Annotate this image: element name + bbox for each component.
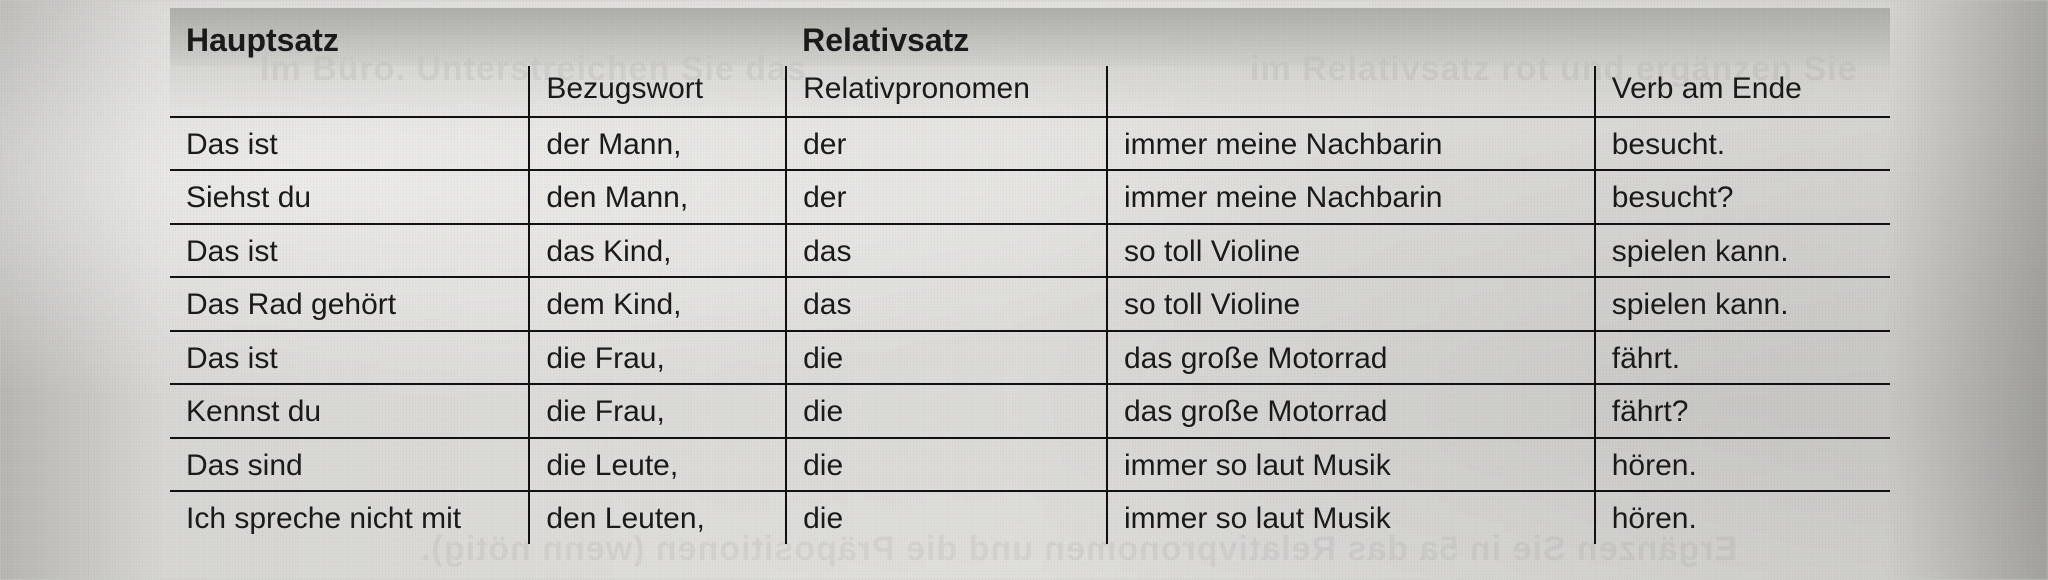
cell-bezugswort: die Leute, <box>529 438 786 492</box>
cell-hauptsatz: Ich spreche nicht mit <box>170 491 529 544</box>
cell-middle: so toll Violine <box>1107 277 1595 331</box>
cell-middle: das große Motorrad <box>1107 331 1595 385</box>
table-sub-header-row: Bezugswort Relativpronomen Verb am Ende <box>170 66 1890 117</box>
table-row: Ich spreche nicht mit den Leuten, die im… <box>170 491 1890 544</box>
cell-middle: das große Motorrad <box>1107 384 1595 438</box>
subheader-relativpronomen: Relativpronomen <box>786 66 1107 117</box>
table-row: Das sind die Leute, die immer so laut Mu… <box>170 438 1890 492</box>
cell-middle: immer meine Nachbarin <box>1107 170 1595 224</box>
table-row: Das ist das Kind, das so toll Violine sp… <box>170 224 1890 278</box>
table-row: Kennst du die Frau, die das große Motorr… <box>170 384 1890 438</box>
cell-relativpronomen: der <box>786 117 1107 171</box>
cell-verb: spielen kann. <box>1595 277 1890 331</box>
cell-verb: spielen kann. <box>1595 224 1890 278</box>
grammar-table-container: Hauptsatz Relativsatz Bezugswort Relativ… <box>170 8 1890 568</box>
cell-relativpronomen: die <box>786 438 1107 492</box>
subheader-blank-2 <box>1107 66 1595 117</box>
cell-verb: fährt. <box>1595 331 1890 385</box>
subheader-blank-1 <box>170 66 529 117</box>
cell-verb: besucht? <box>1595 170 1890 224</box>
table-row: Das Rad gehört dem Kind, das so toll Vio… <box>170 277 1890 331</box>
cell-middle: immer so laut Musik <box>1107 491 1595 544</box>
cell-bezugswort: der Mann, <box>529 117 786 171</box>
cell-hauptsatz: Kennst du <box>170 384 529 438</box>
cell-relativpronomen: der <box>786 170 1107 224</box>
cell-hauptsatz: Das ist <box>170 117 529 171</box>
cell-middle: immer meine Nachbarin <box>1107 117 1595 171</box>
cell-hauptsatz: Das ist <box>170 224 529 278</box>
cell-relativpronomen: das <box>786 277 1107 331</box>
cell-hauptsatz: Siehst du <box>170 170 529 224</box>
cell-middle: immer so laut Musik <box>1107 438 1595 492</box>
cell-verb: hören. <box>1595 438 1890 492</box>
cell-relativpronomen: die <box>786 331 1107 385</box>
cell-bezugswort: den Mann, <box>529 170 786 224</box>
group-header-hauptsatz: Hauptsatz <box>170 8 786 66</box>
table-row: Das ist der Mann, der immer meine Nachba… <box>170 117 1890 171</box>
cell-bezugswort: die Frau, <box>529 331 786 385</box>
cell-bezugswort: das Kind, <box>529 224 786 278</box>
cell-bezugswort: den Leuten, <box>529 491 786 544</box>
table-group-header-row: Hauptsatz Relativsatz <box>170 8 1890 66</box>
cell-verb: fährt? <box>1595 384 1890 438</box>
table-row: Siehst du den Mann, der immer meine Nach… <box>170 170 1890 224</box>
table-row: Das ist die Frau, die das große Motorrad… <box>170 331 1890 385</box>
cell-hauptsatz: Das Rad gehört <box>170 277 529 331</box>
subheader-bezugswort: Bezugswort <box>529 66 786 117</box>
cell-bezugswort: die Frau, <box>529 384 786 438</box>
group-header-relativsatz: Relativsatz <box>786 8 1890 66</box>
cell-verb: besucht. <box>1595 117 1890 171</box>
cell-hauptsatz: Das sind <box>170 438 529 492</box>
cell-middle: so toll Violine <box>1107 224 1595 278</box>
cell-relativpronomen: die <box>786 384 1107 438</box>
subheader-verb-am-ende: Verb am Ende <box>1595 66 1890 117</box>
cell-relativpronomen: das <box>786 224 1107 278</box>
cell-relativpronomen: die <box>786 491 1107 544</box>
grammar-table: Hauptsatz Relativsatz Bezugswort Relativ… <box>170 8 1890 544</box>
table-body: Das ist der Mann, der immer meine Nachba… <box>170 117 1890 544</box>
cell-verb: hören. <box>1595 491 1890 544</box>
cell-hauptsatz: Das ist <box>170 331 529 385</box>
cell-bezugswort: dem Kind, <box>529 277 786 331</box>
